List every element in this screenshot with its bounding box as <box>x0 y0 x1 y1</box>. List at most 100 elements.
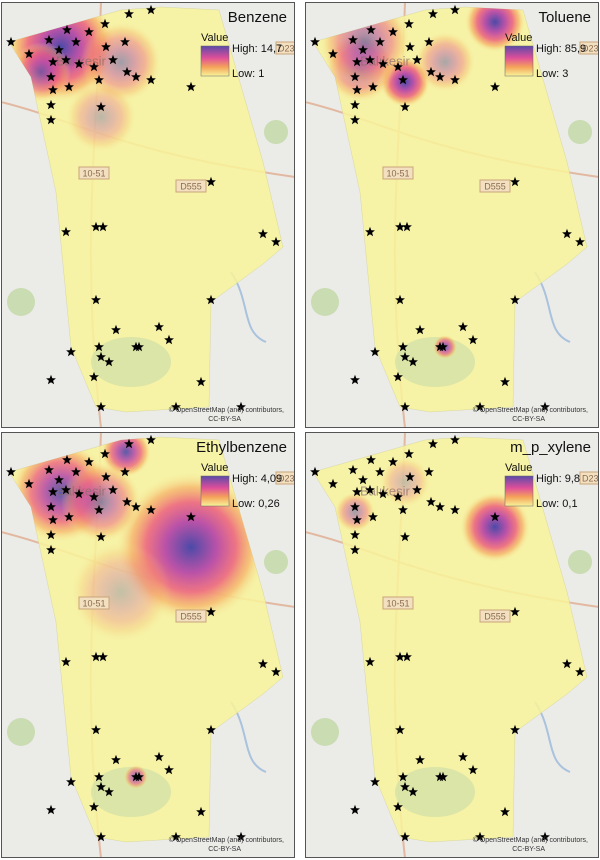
legend-low: Low: 0,1 <box>536 498 578 510</box>
monitoring-station <box>365 226 375 237</box>
legend-ramp <box>504 475 534 507</box>
monitoring-station <box>458 751 468 762</box>
monitoring-station <box>475 401 485 412</box>
monitoring-station <box>450 434 460 445</box>
monitoring-station <box>350 114 360 125</box>
monitoring-station <box>370 346 380 357</box>
monitoring-station <box>46 501 56 512</box>
panel-title: Toluene <box>538 9 591 26</box>
monitoring-station <box>500 376 510 387</box>
monitoring-station <box>348 464 358 475</box>
green-area <box>91 767 171 817</box>
monitoring-station <box>108 484 118 495</box>
monitoring-station <box>408 786 418 797</box>
monitoring-station <box>120 36 130 47</box>
monitoring-station <box>348 34 358 45</box>
monitoring-station <box>404 448 414 459</box>
monitoring-station <box>328 478 338 489</box>
monitoring-station <box>412 484 422 495</box>
monitoring-station <box>61 484 71 495</box>
monitoring-station <box>310 36 320 47</box>
monitoring-station <box>131 71 141 82</box>
monitoring-station <box>101 471 111 482</box>
road-shield <box>78 166 110 180</box>
monitoring-station <box>71 466 81 477</box>
monitoring-station <box>428 438 438 449</box>
monitoring-station <box>450 74 460 85</box>
monitoring-station <box>94 74 104 85</box>
panel-border <box>1 2 295 428</box>
monitoring-station <box>352 486 362 497</box>
monitoring-station <box>96 101 106 112</box>
green-area <box>264 550 288 574</box>
monitoring-station <box>146 4 156 15</box>
monitoring-station <box>404 18 414 29</box>
surface <box>335 457 530 562</box>
monitoring-station <box>402 221 412 232</box>
monitoring-station <box>415 754 425 765</box>
road-label: D555 <box>484 611 506 621</box>
monitoring-station <box>271 666 281 677</box>
green-area <box>311 718 339 746</box>
monitoring-station <box>258 658 268 669</box>
monitoring-station <box>96 351 106 362</box>
monitoring-station <box>64 511 74 522</box>
monitoring-station <box>94 341 104 352</box>
monitoring-station <box>98 651 108 662</box>
monitoring-station <box>100 18 110 29</box>
monitoring-station <box>475 831 485 842</box>
monitoring-station <box>405 41 415 52</box>
legend-ramp <box>200 475 230 507</box>
road-label: D23 <box>582 43 599 53</box>
panel-border <box>305 432 599 858</box>
attribution: CC-BY-SA <box>512 846 545 853</box>
road-label: 10-51 <box>82 598 105 608</box>
monitoring-station <box>101 41 111 52</box>
attribution: © OpenStreetMap (and) contributors, <box>473 836 588 844</box>
monitoring-station <box>393 801 403 812</box>
road-label: D555 <box>484 181 506 191</box>
attribution: CC-BY-SA <box>208 416 241 423</box>
monitoring-station <box>91 221 101 232</box>
monitoring-station <box>171 401 181 412</box>
monitoring-station <box>350 529 360 540</box>
monitoring-station <box>398 771 408 782</box>
monitoring-station <box>91 651 101 662</box>
concentration-blob <box>335 492 375 532</box>
monitoring-station <box>186 511 196 522</box>
monitoring-station <box>104 786 114 797</box>
monitoring-station <box>458 321 468 332</box>
monitoring-station <box>48 486 58 497</box>
monitoring-station <box>62 24 72 35</box>
monitoring-station <box>111 754 121 765</box>
monitoring-station <box>388 26 398 37</box>
monitoring-station <box>124 438 134 449</box>
monitoring-station <box>46 99 56 110</box>
monitoring-station <box>405 471 415 482</box>
monitoring-station <box>186 81 196 92</box>
road-shield <box>275 471 295 485</box>
road-shield <box>175 179 207 193</box>
concentration-blob <box>61 462 141 542</box>
road-shield <box>479 609 511 623</box>
green-area <box>91 337 171 387</box>
monitoring-station <box>395 221 405 232</box>
monitoring-station <box>24 48 34 59</box>
monitoring-station <box>400 351 410 362</box>
monitoring-station <box>368 81 378 92</box>
legend-high: High: 4,09 <box>232 473 282 485</box>
legend-low: Low: 1 <box>232 68 264 80</box>
road-shield <box>175 609 207 623</box>
legend-title: Value <box>201 32 228 44</box>
monitoring-station <box>154 321 164 332</box>
legend-high: High: 9,8 <box>536 473 580 485</box>
monitoring-station <box>540 831 550 842</box>
attribution: © OpenStreetMap (and) contributors, <box>473 406 588 414</box>
monitoring-station <box>438 341 448 352</box>
monitoring-station <box>196 806 206 817</box>
monitoring-station <box>100 448 110 459</box>
monitoring-station <box>196 376 206 387</box>
monitoring-station <box>120 466 130 477</box>
attribution: CC-BY-SA <box>512 416 545 423</box>
